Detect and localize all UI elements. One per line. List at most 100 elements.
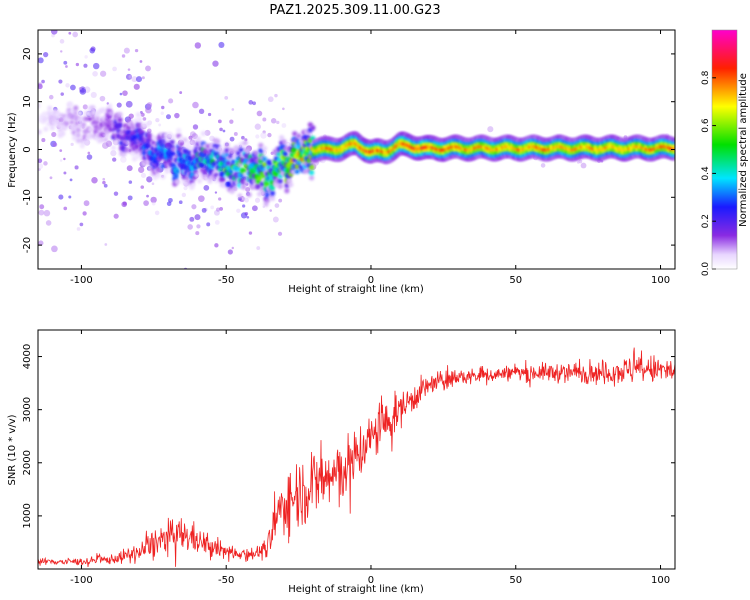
- spectrogram-cell: [79, 222, 84, 227]
- spectrogram-cell: [281, 139, 287, 145]
- spectrogram-cell: [182, 137, 188, 143]
- spectrogram-cell: [150, 196, 157, 204]
- spectrogram-cell: [201, 207, 207, 213]
- spectrogram-cell: [74, 165, 79, 170]
- spectrogram-cell: [70, 3, 76, 9]
- snr-x-ticks: -100 -50 0 50 100: [70, 330, 670, 586]
- spectrogram-cell: [67, 6, 72, 11]
- spectrogram-cell: [100, 107, 106, 113]
- spectrogram-cell: [43, 126, 49, 132]
- spectrogram-cell: [147, 134, 153, 140]
- spectrogram-cell: [83, 63, 88, 68]
- spectrogram-cell: [295, 133, 302, 139]
- spectrogram-cell: [59, 149, 63, 152]
- spectrogram-cell: [90, 91, 97, 98]
- spectrogram-cell: [185, 181, 191, 187]
- spectrogram-cell: [75, 138, 81, 144]
- spectrogram-cell: [151, 182, 155, 186]
- x-tick-label: -100: [70, 275, 93, 286]
- spectrogram-cell: [63, 171, 67, 175]
- spectrogram-cell: [38, 240, 44, 246]
- spectrogram-cell: [70, 84, 76, 91]
- x-tick-label: 0: [368, 575, 374, 586]
- spectrogram-cell: [196, 178, 203, 184]
- spectrogram-cell: [224, 96, 229, 100]
- spectrogram-cell: [110, 150, 117, 157]
- x-tick-label: -50: [218, 275, 234, 286]
- spectrogram-cell: [277, 183, 283, 190]
- spectrogram-cell: [100, 16, 104, 20]
- spectrogram-cell: [86, 154, 93, 160]
- x-tick-label: 0: [368, 275, 374, 286]
- spectrogram-cell: [72, 31, 79, 38]
- spectrogram-cell: [134, 48, 139, 53]
- y-tick-label: 3000: [22, 397, 33, 422]
- spectrogram-cell: [244, 211, 249, 216]
- spectrogram-cell: [91, 109, 97, 115]
- spectrogram-cell: [38, 163, 44, 170]
- spectrogram-cell: [277, 178, 283, 184]
- spectrogram-cell: [218, 197, 222, 201]
- spectrogram-cell: [118, 129, 124, 136]
- spectrogram-cell: [91, 176, 98, 184]
- spectrogram-cell: [270, 118, 277, 124]
- spectrogram-cell: [39, 204, 45, 210]
- spectrogram-cell: [127, 68, 131, 71]
- spectrogram-cell: [142, 117, 147, 121]
- spectrogram-cell: [241, 196, 247, 201]
- spectrogram-cell: [112, 66, 117, 72]
- spectrogram-cell: [245, 148, 251, 154]
- spectrogram-cell: [155, 117, 160, 123]
- spectrogram-cell: [540, 163, 546, 168]
- spectrogram-cell: [160, 163, 166, 169]
- spectrogram-cell: [194, 214, 201, 221]
- spectrogram-cell: [104, 132, 110, 139]
- spectrogram-cell: [267, 96, 274, 103]
- spectrogram-cell: [169, 134, 175, 140]
- spectrogram-cell: [176, 127, 182, 134]
- spectrogram-cell: [91, 321, 97, 327]
- spectrogram-cell: [51, 245, 58, 253]
- spectrogram-cell: [232, 185, 238, 192]
- spectrogram-cell: [208, 143, 214, 149]
- spectrogram-cell: [140, 112, 145, 117]
- spectrogram-cell: [155, 162, 161, 168]
- spectrogram-cell: [269, 195, 276, 202]
- spectrogram-cell: [122, 90, 128, 96]
- spectrogram-cell: [102, 177, 106, 181]
- spectrogram-cell: [238, 141, 244, 148]
- spectrogram-cell: [190, 182, 196, 188]
- spectrogram-cell: [81, 122, 87, 128]
- spectrogram-cell: [65, 83, 70, 88]
- spectrogram-cell: [191, 204, 197, 210]
- spectrogram-cell: [59, 159, 63, 162]
- spectrogram-cell: [195, 136, 201, 142]
- spectrogram-cell: [192, 101, 199, 109]
- spectrogram-cell: [242, 171, 248, 177]
- spectrogram-cell: [83, 200, 90, 207]
- spectrogram-cell: [146, 194, 149, 198]
- spectrogram-cell: [50, 30, 58, 35]
- spectrogram-cell: [487, 126, 494, 133]
- spectrogram-cell: [282, 151, 289, 157]
- spectrogram-cell: [228, 168, 234, 175]
- spectrogram-cell: [188, 135, 193, 140]
- spectrogram-cell: [137, 122, 143, 128]
- spectrogram-cell: [236, 208, 241, 213]
- spectrogram-cell: [231, 108, 235, 111]
- spectrogram-cell: [198, 195, 205, 202]
- spectrogram-cell: [38, 82, 43, 88]
- spectrogram-cell: [104, 243, 108, 246]
- spectrogram-cell: [276, 120, 280, 125]
- spectrogram-cell: [196, 224, 201, 229]
- spectrogram-cell: [102, 180, 106, 185]
- spectrogram-cell: [47, 105, 53, 111]
- x-tick-label: -100: [70, 575, 93, 586]
- spectrogram-cell: [187, 224, 193, 230]
- spectrogram-cell: [49, 125, 55, 131]
- spectrogram-cell: [267, 160, 273, 166]
- spectrogram-cell: [63, 60, 68, 65]
- spectrogram-cell: [90, 46, 96, 52]
- spectrogram-cell: [248, 100, 254, 105]
- spectrogram-cell: [71, 135, 78, 141]
